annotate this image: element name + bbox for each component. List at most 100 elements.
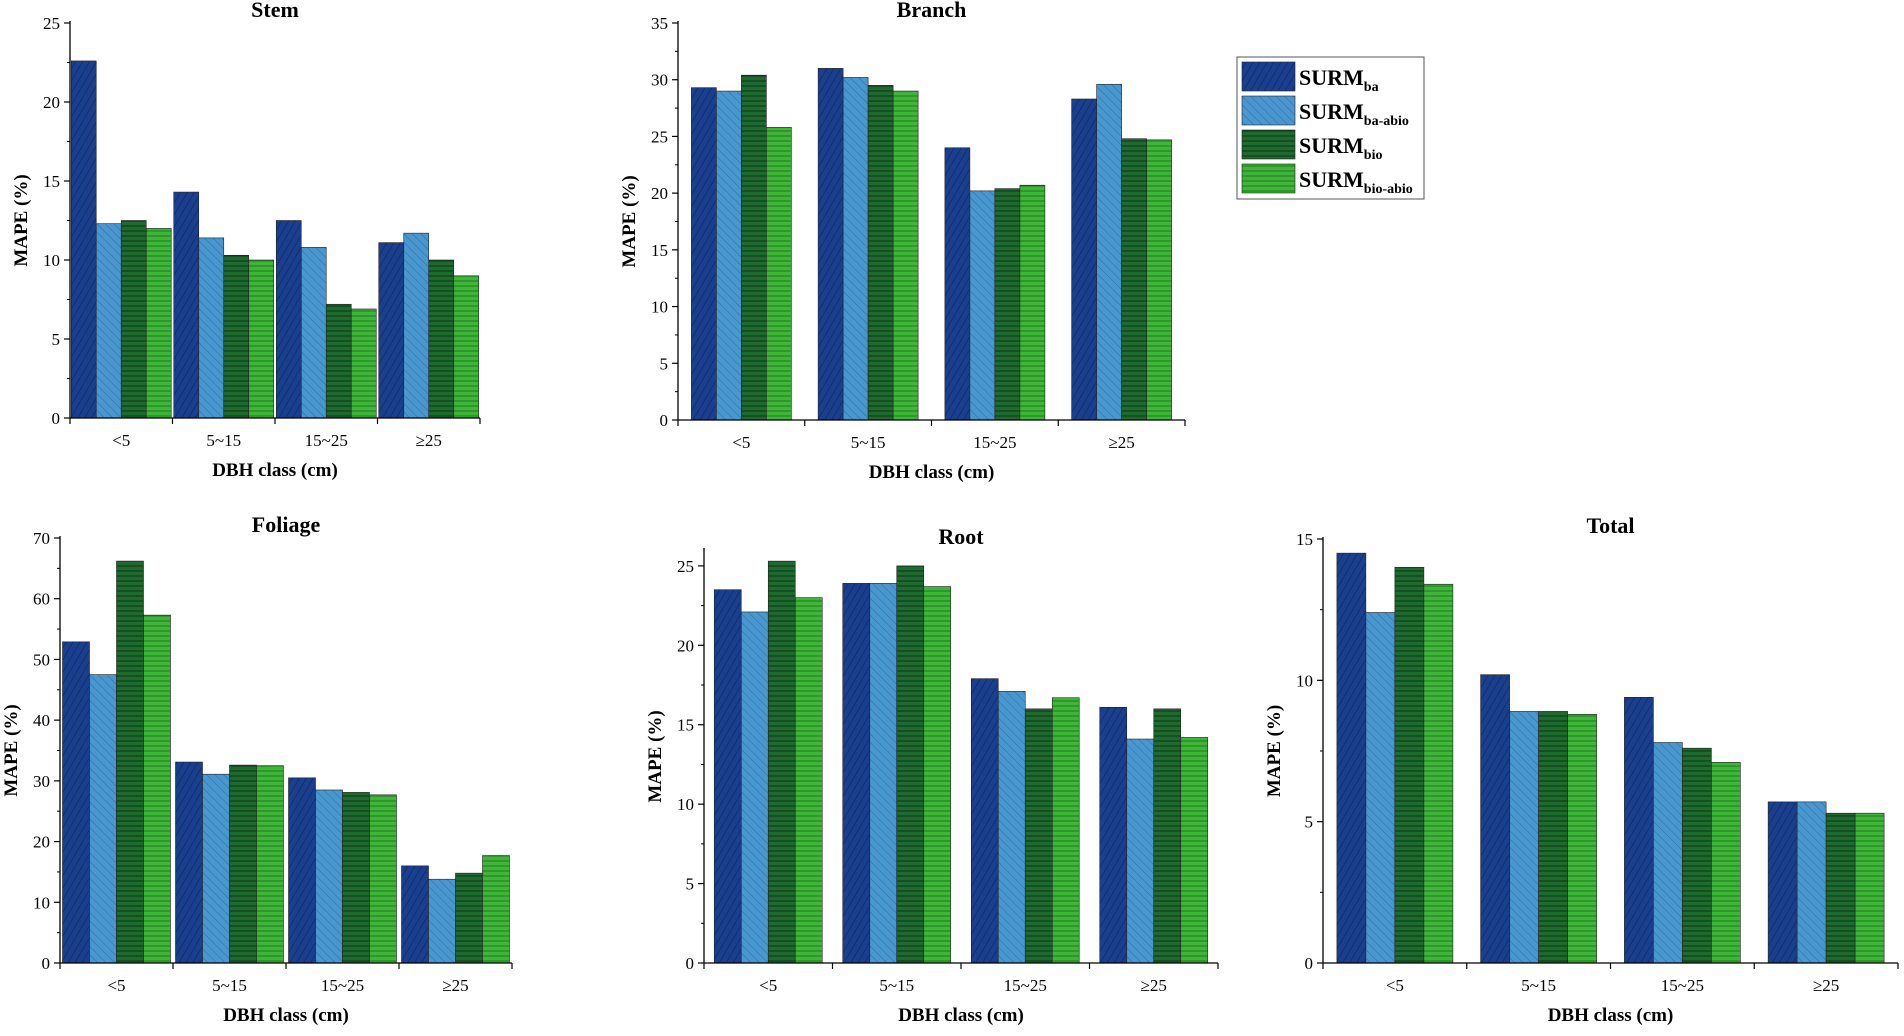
- chart-title: Total: [1586, 513, 1634, 538]
- bar-stem-1-3: [120, 220, 147, 419]
- bar-foliage-3-1: [288, 777, 316, 964]
- bar-stem-1-2: [95, 223, 122, 419]
- bar-foliage-4-2: [428, 878, 456, 964]
- bar-stem-3-4: [350, 308, 377, 419]
- bar-foliage-4-3: [455, 872, 483, 964]
- x-axis-title: DBH class (cm): [1548, 1005, 1674, 1026]
- y-axis-title: MAPE (%): [1, 704, 22, 796]
- chart-title: Branch: [897, 0, 967, 22]
- chart-title: Foliage: [252, 512, 321, 537]
- bar-foliage-1-3: [116, 560, 144, 964]
- y-tick-label: 5: [1305, 813, 1314, 832]
- bar-stem-3-2: [300, 247, 327, 419]
- x-tick-label: 15~25: [1661, 976, 1704, 995]
- bar-stem-4-1: [378, 242, 405, 419]
- bar-branch-4-1: [1071, 98, 1097, 421]
- x-tick-label: 5~15: [879, 976, 914, 995]
- bar-branch-4-3: [1121, 138, 1147, 421]
- y-tick-label: 10: [1296, 671, 1313, 690]
- y-tick-label: 30: [651, 71, 668, 90]
- chart-branch: 0 5 10 15 20 25 30 35 <5 5~15 15~25 ≥25 Branch DBH cl…: [619, 0, 1186, 483]
- bar-foliage-2-3: [229, 764, 257, 964]
- bar-branch-1-1: [691, 87, 717, 421]
- bar-stem-3-1: [275, 220, 302, 419]
- x-tick-label: 5~15: [212, 976, 247, 995]
- y-tick-label: 25: [43, 14, 60, 33]
- bar-branch-2-4: [892, 90, 919, 421]
- y-tick-label: 15: [1296, 530, 1313, 549]
- x-tick-label: <5: [107, 976, 125, 995]
- bar-branch-1-3: [741, 74, 767, 421]
- bar-foliage-1-1: [62, 641, 90, 964]
- bar-root-4-4: [1180, 737, 1209, 964]
- x-tick-label: 15~25: [1004, 976, 1047, 995]
- y-tick-label: 10: [677, 795, 694, 814]
- y-tick-label: 60: [33, 590, 50, 609]
- bar-foliage-3-4: [369, 794, 397, 964]
- bar-total-3-3: [1682, 747, 1712, 964]
- x-tick-label: 5~15: [206, 431, 241, 450]
- bar-total-4-2: [1796, 801, 1827, 964]
- chart-stem: 0 5 10 15 20 25 <5 5~15 15~25 ≥25 Stem DBH class (c…: [11, 0, 481, 481]
- bar-root-1-4: [794, 597, 823, 964]
- bar-stem-4-2: [403, 232, 430, 419]
- bar-total-3-2: [1653, 742, 1683, 964]
- bar-foliage-4-4: [482, 855, 510, 964]
- bar-foliage-4-1: [401, 865, 429, 964]
- bar-total-1-4: [1423, 583, 1454, 964]
- y-tick-label: 0: [1305, 954, 1314, 973]
- y-tick-label: 10: [33, 893, 50, 912]
- x-tick-label: 15~25: [305, 431, 348, 450]
- y-tick-label: 20: [677, 636, 694, 655]
- y-tick-label: 35: [651, 14, 668, 33]
- chart-total: 0 5 10 15 <5 5~15 15~25 ≥25 Total DBH class (cm) M…: [1264, 513, 1899, 1026]
- bar-branch-3-1: [944, 147, 971, 421]
- bar-branch-2-3: [867, 85, 894, 421]
- legend-label: SURMba-abio: [1299, 99, 1409, 129]
- bar-stem-2-3: [223, 254, 250, 419]
- bar-root-2-3: [896, 565, 925, 964]
- bar-stem-1-1: [70, 60, 97, 419]
- y-tick-label: 20: [651, 184, 668, 203]
- x-tick-label: 15~25: [321, 976, 364, 995]
- bar-branch-3-3: [994, 188, 1021, 421]
- bar-root-2-1: [842, 583, 871, 964]
- x-tick-label: <5: [732, 433, 750, 452]
- y-tick-label: 50: [33, 650, 50, 669]
- x-axis-title: DBH class (cm): [869, 462, 995, 483]
- legend-swatch: [1241, 61, 1296, 92]
- bar-total-3-4: [1711, 762, 1741, 964]
- legend-swatch: [1241, 95, 1296, 126]
- x-axis-title: DBH class (cm): [212, 460, 338, 481]
- y-tick-label: 30: [33, 772, 50, 791]
- x-tick-label: ≥25: [442, 976, 468, 995]
- chart-foliage: 0 10 20 30 40 50 60 70 <5 5~15 15~25 ≥25 Foliage DBH …: [1, 512, 513, 1026]
- x-tick-label: 5~15: [851, 433, 886, 452]
- x-tick-label: <5: [112, 431, 130, 450]
- y-tick-label: 0: [660, 411, 669, 430]
- bar-total-1-2: [1365, 612, 1396, 964]
- y-tick-label: 25: [651, 127, 668, 146]
- y-tick-label: 15: [43, 172, 60, 191]
- x-axis-title: DBH class (cm): [223, 1005, 349, 1026]
- bar-stem-2-2: [198, 237, 225, 419]
- y-axis-title: MAPE (%): [619, 175, 640, 267]
- bar-branch-1-2: [716, 90, 742, 421]
- bar-total-4-3: [1825, 812, 1856, 964]
- bar-total-1-1: [1336, 552, 1367, 964]
- bar-stem-4-3: [428, 259, 455, 419]
- bar-total-2-3: [1538, 711, 1568, 964]
- y-tick-label: 5: [686, 875, 695, 894]
- bar-branch-4-2: [1096, 83, 1122, 421]
- bar-root-3-1: [970, 678, 999, 964]
- y-tick-label: 20: [43, 93, 60, 112]
- bar-root-4-1: [1099, 706, 1128, 964]
- y-tick-label: 40: [33, 711, 50, 730]
- bar-total-2-4: [1567, 713, 1597, 964]
- y-tick-label: 10: [43, 251, 60, 270]
- y-tick-label: 0: [42, 954, 51, 973]
- bar-total-1-3: [1394, 566, 1425, 964]
- bar-root-3-2: [997, 691, 1026, 964]
- legend-swatch: [1241, 129, 1296, 160]
- x-tick-label: ≥25: [1108, 433, 1134, 452]
